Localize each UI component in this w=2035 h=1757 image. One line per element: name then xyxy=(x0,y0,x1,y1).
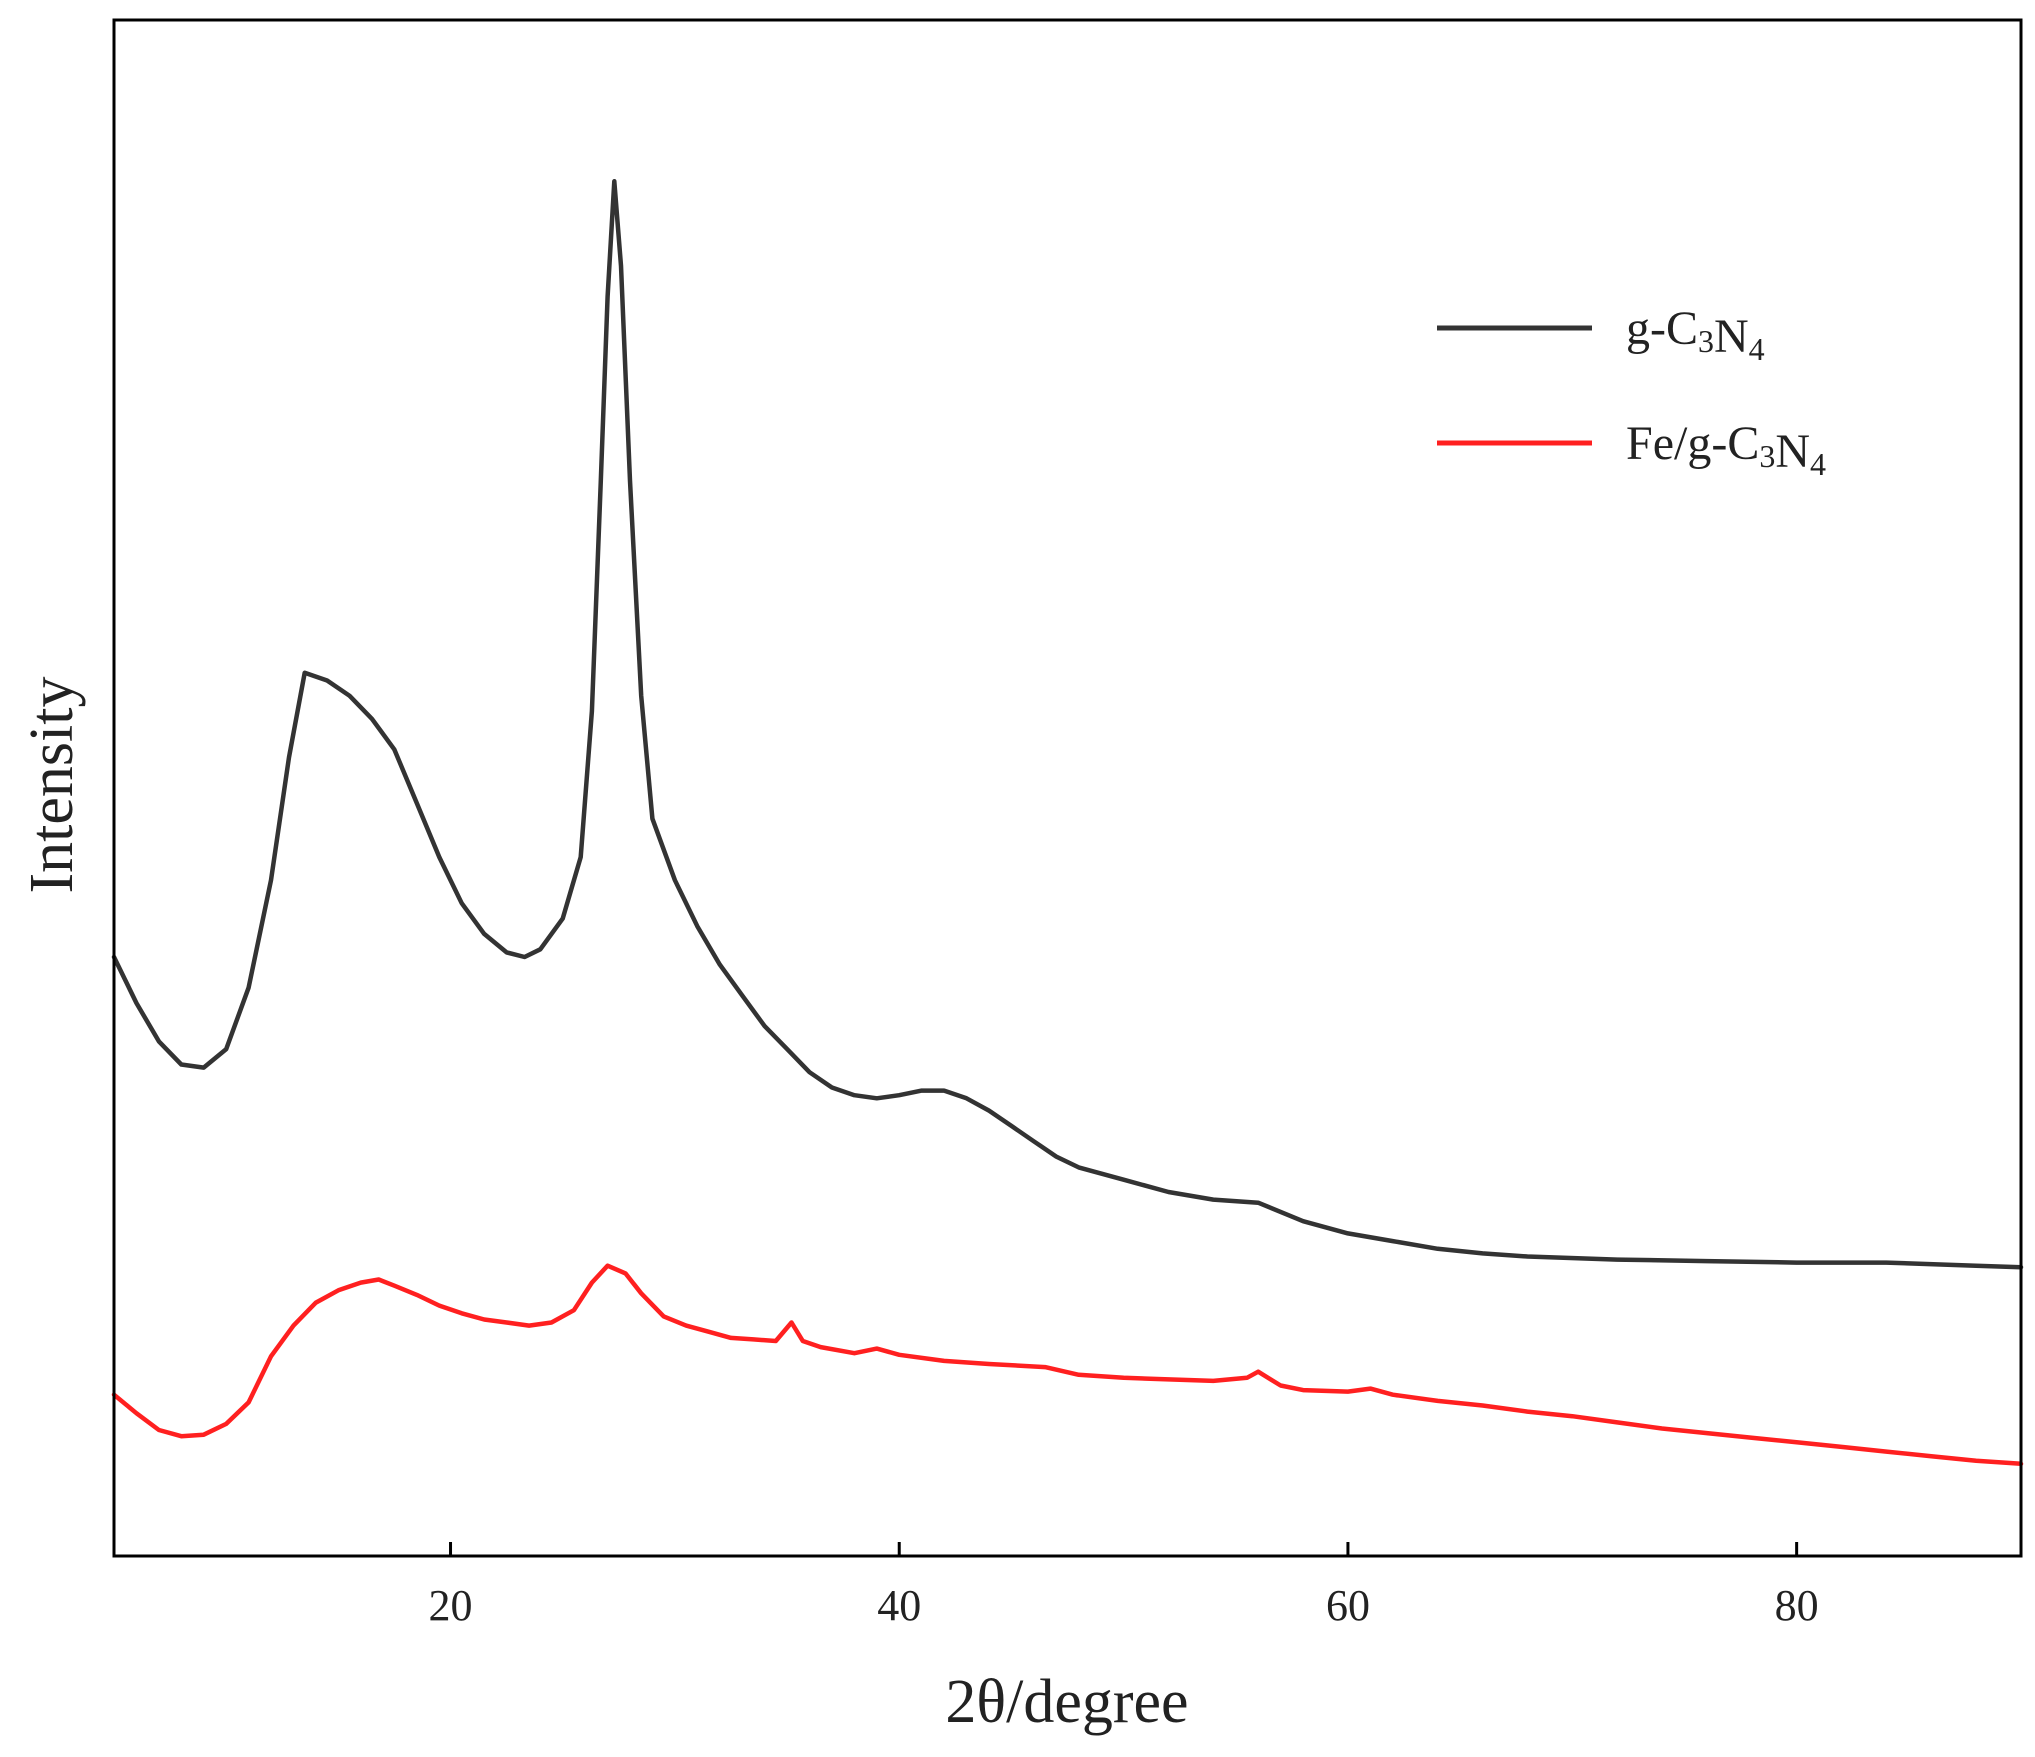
x-axis-title: 2θ/degree xyxy=(945,1668,1188,1736)
legend-label-0: g-C3N4 xyxy=(1626,302,1765,367)
x-tick-label: 20 xyxy=(429,1581,473,1630)
x-tick-label: 60 xyxy=(1326,1581,1370,1630)
x-tick-label: 40 xyxy=(877,1581,921,1630)
tick-layer: 20 40 60 80 xyxy=(429,1542,1819,1630)
x-tick-label: 80 xyxy=(1775,1581,1819,1630)
series-line-1 xyxy=(111,1263,2024,1467)
series-line-0 xyxy=(111,179,2024,1270)
legend: g-C3N4 Fe/g-C3N4 xyxy=(1437,302,1826,482)
y-axis-title: Intensity xyxy=(18,677,86,894)
series-layer xyxy=(111,179,2024,1467)
legend-label-1: Fe/g-C3N4 xyxy=(1626,417,1826,482)
plot-frame xyxy=(112,18,2023,1558)
